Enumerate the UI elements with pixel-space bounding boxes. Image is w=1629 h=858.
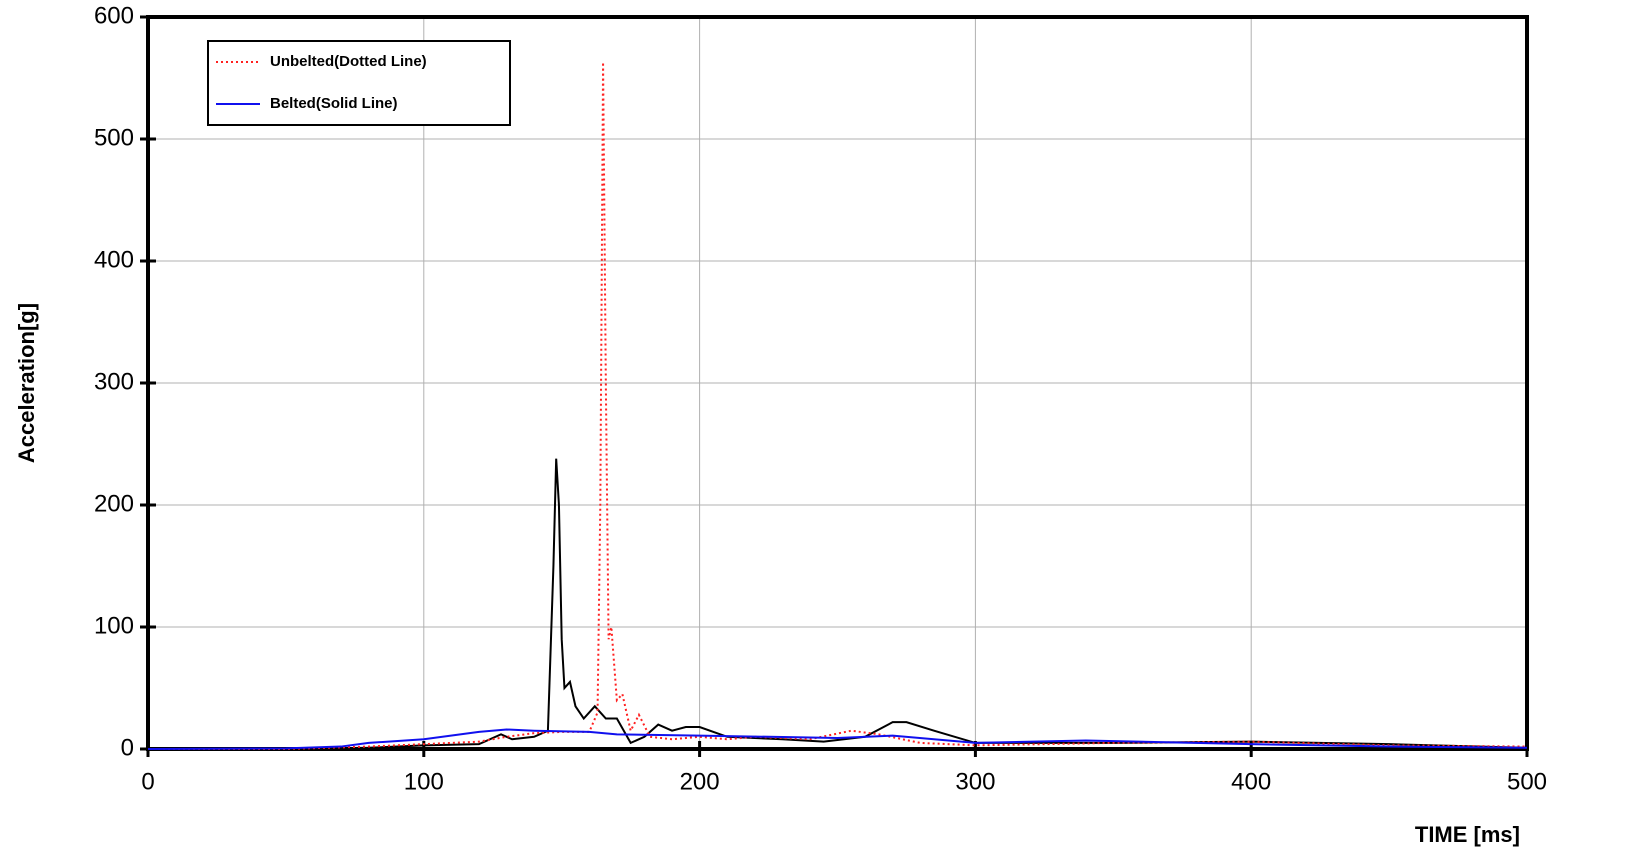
x-tick-label: 500 bbox=[1507, 768, 1547, 795]
y-axis-label: Acceleration[g] bbox=[14, 303, 39, 463]
legend-box bbox=[207, 40, 511, 126]
data-line bbox=[148, 62, 1528, 750]
y-tick-label: 500 bbox=[94, 124, 134, 151]
data-line bbox=[147, 728, 1528, 750]
x-tick-label: 200 bbox=[680, 768, 720, 795]
y-tick-label: 0 bbox=[121, 734, 134, 761]
x-tick-label: 300 bbox=[955, 768, 995, 795]
y-tick-label: 400 bbox=[94, 246, 134, 273]
x-tick-label: 100 bbox=[404, 768, 444, 795]
y-tick-label: 100 bbox=[94, 612, 134, 639]
x-tick-label: 400 bbox=[1231, 768, 1271, 795]
legend-label: Unbelted(Dotted Line) bbox=[270, 53, 427, 70]
legend-label: Belted(Solid Line) bbox=[270, 95, 398, 112]
plot-frame bbox=[146, 15, 1529, 751]
x-tick-label: 0 bbox=[141, 768, 154, 795]
y-tick-label: 200 bbox=[94, 490, 134, 517]
y-tick-label: 300 bbox=[94, 368, 134, 395]
x-axis-label: TIME [ms] bbox=[1415, 822, 1520, 847]
y-tick-label: 600 bbox=[94, 2, 134, 29]
data-line bbox=[148, 458, 1528, 750]
